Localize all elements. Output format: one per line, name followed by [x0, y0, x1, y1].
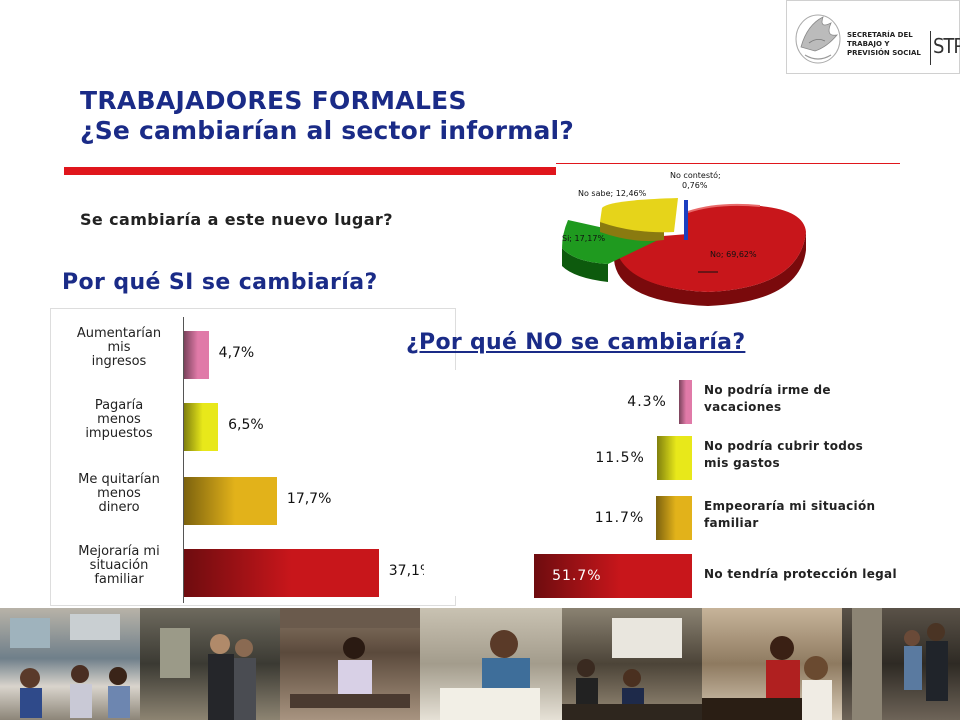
agency-acronym: STPS — [933, 34, 960, 58]
stps-logo: SECRETARÍA DEL TRABAJO Y PREVISIÓN SOCIA… — [786, 0, 960, 74]
woman-weaving-image-icon — [280, 608, 420, 708]
pie-slice-no-highlight — [687, 203, 761, 213]
survey-question: Se cambiaría a este nuevo lugar? — [80, 210, 393, 229]
pie-label-no-sabe: No sabe; 12,46% — [578, 189, 647, 198]
pie-slice-no-sabe — [600, 198, 678, 233]
si-category-line: Aumentarían — [76, 326, 162, 341]
pie-slice-no-side — [614, 232, 806, 306]
no-value-label: 11.5% — [595, 450, 645, 466]
si-category-label: Mejoraría mi situación familiar — [59, 545, 179, 587]
si-category-line: Me quitarían — [78, 472, 160, 487]
si-value-label: 4,7% — [218, 345, 255, 361]
si-bar — [184, 477, 277, 525]
si-category-label: Pagaría menos impuestos — [59, 399, 179, 441]
logo-divider — [930, 31, 931, 65]
si-value-label: 17,7% — [286, 491, 332, 507]
classroom-image-icon — [10, 614, 130, 718]
si-category-line: menos — [97, 412, 141, 427]
si-category-line: mis — [107, 340, 131, 355]
no-value-label: 4.3% — [627, 394, 667, 410]
no-bar-chart: 4.3% No podría irme de vacaciones 11.5% No p… — [424, 370, 924, 598]
pie-slice-si-side — [562, 248, 608, 282]
si-category-line: Mejoraría mi — [78, 544, 160, 559]
no-value-label: 11.7% — [594, 510, 645, 526]
photo-office-desk — [702, 608, 842, 720]
si-bar — [184, 403, 219, 451]
photo-family — [842, 608, 960, 720]
photo-woman-weaving — [280, 608, 420, 720]
pie-label-si: Si; 17,17% — [562, 234, 605, 243]
family-image-icon — [852, 608, 948, 720]
si-category-line: familiar — [94, 572, 144, 587]
si-category-label: Me quitarían menos dinero — [59, 473, 179, 515]
photo-classroom — [0, 608, 140, 720]
si-section-title: Por qué SI se cambiaría? — [62, 270, 378, 295]
no-category-label: Empeoraría mi situación familiar — [704, 498, 875, 532]
pie-slice-no — [614, 204, 806, 292]
photo-meeting — [562, 608, 702, 720]
no-category-line: vacaciones — [704, 400, 782, 414]
title-underline-line — [556, 163, 900, 164]
men-talking-image-icon — [160, 628, 256, 720]
si-category-line: situación — [89, 558, 149, 573]
agency-name: SECRETARÍA DEL TRABAJO Y PREVISIÓN SOCIA… — [847, 31, 927, 58]
agency-line-1: SECRETARÍA DEL — [847, 31, 913, 39]
no-category-line: No podría irme de — [704, 383, 831, 397]
no-bar — [656, 436, 692, 480]
si-category-line: ingresos — [91, 354, 147, 369]
si-value-label: 37,1% — [388, 563, 434, 579]
no-bar — [656, 496, 692, 540]
si-value-label: 6,5% — [228, 417, 264, 433]
pie-slice-si — [562, 220, 658, 264]
meeting-image-icon — [562, 618, 702, 720]
no-category-label: No podría irme de vacaciones — [704, 382, 831, 416]
office-desk-image-icon — [702, 636, 832, 720]
no-category-label: No tendría protección legal — [704, 566, 897, 583]
woman-writing-image-icon — [440, 630, 540, 720]
photo-strip — [0, 608, 960, 720]
slide-subtitle: ¿Se cambiarían al sector informal? — [80, 116, 575, 145]
agency-line-2: TRABAJO Y — [847, 40, 890, 48]
no-category-line: No tendría protección legal — [704, 567, 897, 581]
no-category-label: No podría cubrir todos mis gastos — [704, 438, 863, 472]
si-category-line: dinero — [98, 500, 140, 515]
si-bar — [184, 549, 379, 597]
si-bar-chart: Aumentarían mis ingresos 4,7% Pagaría menos im… — [50, 308, 456, 606]
pie-label-no-contesto: No contestó; — [670, 170, 721, 180]
no-section-title: ¿Por qué NO se cambiaría? — [406, 330, 746, 355]
pie-slice-no-contesto — [684, 200, 688, 240]
title-underline-bar — [64, 167, 556, 175]
no-category-line: familiar — [704, 516, 759, 530]
no-bar — [678, 380, 692, 424]
pie-chart: No; 69,62% Si; 17,17% No sabe; 12,46% No… — [562, 170, 806, 306]
no-category-line: Empeoraría mi situación — [704, 499, 876, 513]
pie-label-no-contesto-value: 0,76% — [682, 181, 708, 190]
no-value-label: 51.7% — [552, 568, 602, 584]
si-category-line: impuestos — [85, 426, 153, 441]
si-bar — [184, 331, 209, 379]
si-category-line: Pagaría — [94, 398, 144, 413]
photo-woman-writing — [420, 608, 562, 720]
si-category-label: Aumentarían mis ingresos — [59, 327, 179, 369]
si-chart-axis — [183, 317, 184, 603]
eagle-emblem-icon — [795, 14, 841, 64]
agency-line-3: PREVISIÓN SOCIAL — [847, 49, 921, 57]
no-category-line: No podría cubrir todos — [704, 439, 864, 453]
pie-label-no: No; 69,62% — [710, 250, 757, 259]
si-category-line: menos — [97, 486, 141, 501]
slide-title: TRABAJADORES FORMALES — [80, 86, 467, 115]
no-bar — [534, 554, 692, 598]
photo-men-talking — [140, 608, 280, 720]
no-category-line: mis gastos — [704, 456, 780, 470]
